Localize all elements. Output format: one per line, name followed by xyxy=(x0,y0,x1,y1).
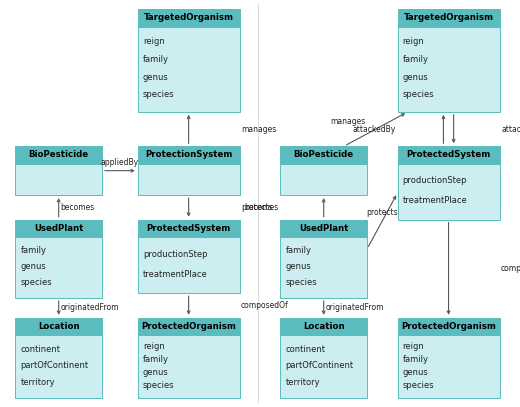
Text: manages: manages xyxy=(242,125,277,133)
Bar xyxy=(138,9,240,26)
Bar xyxy=(398,9,500,26)
Text: composedOf: composedOf xyxy=(241,301,289,310)
Text: originatedFrom: originatedFrom xyxy=(326,303,384,312)
Text: reign: reign xyxy=(402,342,424,351)
Text: family: family xyxy=(143,355,169,364)
Text: genus: genus xyxy=(285,263,311,271)
Bar xyxy=(280,318,367,335)
Bar xyxy=(16,220,102,237)
Bar xyxy=(138,26,240,112)
Bar xyxy=(16,335,102,398)
Text: genus: genus xyxy=(143,368,168,377)
Text: BioPesticide: BioPesticide xyxy=(294,151,354,160)
Bar xyxy=(280,237,367,298)
Bar xyxy=(138,318,240,335)
Bar xyxy=(280,146,367,164)
Bar xyxy=(398,318,500,335)
Text: attacks: attacks xyxy=(502,125,520,133)
Bar xyxy=(280,335,367,398)
Text: TargetedOrganism: TargetedOrganism xyxy=(144,13,233,22)
Text: Location: Location xyxy=(38,322,80,331)
Text: UsedPlant: UsedPlant xyxy=(299,224,348,233)
Text: species: species xyxy=(143,90,174,99)
Bar xyxy=(280,220,367,237)
Text: attackedBy: attackedBy xyxy=(353,125,396,133)
Text: genus: genus xyxy=(402,73,428,82)
Text: ProtectionSystem: ProtectionSystem xyxy=(145,151,232,160)
Bar xyxy=(16,237,102,298)
Text: protects: protects xyxy=(367,208,398,217)
Text: ProtectedOrganism: ProtectedOrganism xyxy=(141,322,236,331)
Text: continent: continent xyxy=(20,345,60,354)
Text: species: species xyxy=(402,90,434,99)
Text: ProtectedSystem: ProtectedSystem xyxy=(407,151,491,160)
Text: family: family xyxy=(402,355,428,364)
Bar xyxy=(138,335,240,398)
Text: partOfContinent: partOfContinent xyxy=(285,361,354,370)
Text: family: family xyxy=(143,55,169,64)
Bar xyxy=(138,237,240,293)
Text: family: family xyxy=(285,246,311,256)
Bar xyxy=(398,26,500,112)
Text: manages: manages xyxy=(331,117,366,126)
Text: species: species xyxy=(285,278,317,287)
Bar xyxy=(138,146,240,164)
Text: becomes: becomes xyxy=(244,203,278,212)
Text: territory: territory xyxy=(285,378,320,387)
Text: appliedBy: appliedBy xyxy=(101,158,139,167)
Text: BioPesticide: BioPesticide xyxy=(29,151,89,160)
Text: reign: reign xyxy=(143,37,164,46)
Text: treatmentPlace: treatmentPlace xyxy=(402,196,467,205)
Text: species: species xyxy=(402,381,434,390)
Text: reign: reign xyxy=(143,342,164,351)
Text: family: family xyxy=(20,246,46,256)
Text: originatedFrom: originatedFrom xyxy=(61,303,119,312)
Text: species: species xyxy=(20,278,52,287)
Text: reign: reign xyxy=(402,37,424,46)
Text: TargetedOrganism: TargetedOrganism xyxy=(404,13,493,22)
Text: genus: genus xyxy=(143,73,168,82)
Text: genus: genus xyxy=(20,263,46,271)
Text: species: species xyxy=(143,381,174,390)
Text: genus: genus xyxy=(402,368,428,377)
Bar xyxy=(398,164,500,220)
Bar xyxy=(138,164,240,195)
Bar xyxy=(16,146,102,164)
Text: UsedPlant: UsedPlant xyxy=(34,224,83,233)
Bar xyxy=(280,164,367,195)
Text: productionStep: productionStep xyxy=(143,250,207,259)
Text: territory: territory xyxy=(20,378,55,387)
Text: ProtectedOrganism: ProtectedOrganism xyxy=(401,322,496,331)
Text: ProtectedSystem: ProtectedSystem xyxy=(147,224,231,233)
Text: productionStep: productionStep xyxy=(402,176,467,185)
Bar xyxy=(398,335,500,398)
Text: becomes: becomes xyxy=(61,203,95,212)
Text: partOfContinent: partOfContinent xyxy=(20,361,88,370)
Text: Location: Location xyxy=(303,322,345,331)
Text: family: family xyxy=(402,55,428,64)
Text: treatmentPlace: treatmentPlace xyxy=(143,270,207,279)
Text: protects: protects xyxy=(242,203,274,212)
Text: composedOf: composedOf xyxy=(501,264,520,273)
Bar xyxy=(16,318,102,335)
Bar xyxy=(138,220,240,237)
Bar xyxy=(398,146,500,164)
Bar xyxy=(16,164,102,195)
Text: continent: continent xyxy=(285,345,326,354)
